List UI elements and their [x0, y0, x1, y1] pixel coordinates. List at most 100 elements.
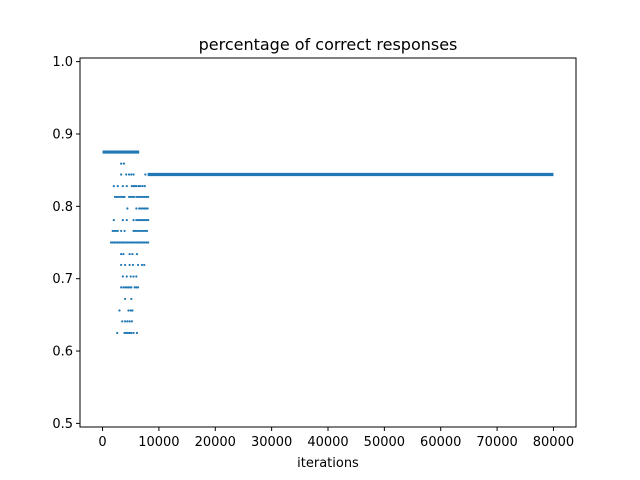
data-point — [128, 252, 131, 256]
data-point — [121, 241, 124, 244]
data-point — [130, 331, 133, 335]
data-point — [115, 195, 118, 199]
data-point — [138, 195, 141, 199]
data-point — [120, 173, 123, 176]
data-point — [144, 229, 147, 233]
x-tick-label: 50000 — [364, 435, 405, 450]
x-axis: 0 10000 20000 30000 40000 50000 60000 70000 8000… — [98, 427, 574, 450]
data-point — [113, 195, 117, 199]
x-tick-label: 0 — [98, 435, 106, 450]
data-point — [123, 297, 127, 301]
data-point — [125, 218, 128, 222]
data-point — [140, 195, 143, 199]
data-point — [136, 218, 140, 222]
data-point — [139, 229, 142, 233]
data-point — [143, 218, 146, 222]
data-point — [147, 195, 150, 199]
data-point — [123, 331, 126, 335]
x-tick-label: 40000 — [307, 435, 348, 450]
data-point — [142, 241, 145, 244]
data-point — [126, 331, 130, 335]
data-point — [129, 275, 132, 278]
data-point — [127, 195, 131, 199]
data-point — [132, 331, 135, 335]
data-point — [114, 241, 118, 244]
data-point — [135, 218, 138, 222]
data-point — [127, 286, 130, 289]
x-tick-label: 10000 — [138, 435, 179, 450]
y-tick-label: 0.5 — [52, 417, 73, 432]
data-point — [116, 331, 119, 335]
data-point — [145, 229, 149, 233]
y-axis: 0.5 0.6 0.7 0.8 0.9 1.0 — [52, 55, 80, 432]
data-point — [121, 275, 124, 278]
data-point — [123, 320, 127, 323]
data-point — [133, 184, 136, 188]
data-point — [122, 252, 125, 256]
data-point — [125, 275, 128, 278]
data-point — [109, 241, 113, 244]
data-point — [118, 241, 121, 244]
x-tick-label: 30000 — [251, 435, 292, 450]
data-point — [126, 207, 129, 210]
data-point — [130, 173, 133, 176]
data-point — [127, 173, 131, 176]
data-point — [147, 241, 150, 244]
data-point — [140, 229, 144, 233]
data-point — [121, 184, 124, 188]
data-point — [145, 195, 148, 199]
data-point — [128, 331, 131, 335]
data-point — [120, 286, 123, 289]
x-tick-label: 20000 — [195, 435, 236, 450]
data-point — [118, 195, 122, 199]
data-point — [126, 320, 129, 323]
data-point — [120, 162, 123, 165]
data-point — [135, 252, 139, 256]
data-point — [123, 195, 126, 199]
data-point — [135, 195, 138, 199]
data-point — [129, 309, 132, 312]
y-tick-label: 0.9 — [52, 127, 73, 142]
data-point — [132, 275, 135, 278]
data-point — [141, 184, 144, 188]
data-point — [143, 263, 146, 267]
data-point — [127, 309, 130, 312]
data-point — [131, 309, 134, 312]
data-point — [143, 207, 146, 210]
data-point — [138, 241, 141, 244]
data-point — [125, 184, 128, 188]
data-point — [137, 229, 140, 233]
data-point — [140, 241, 143, 244]
data-point — [113, 229, 116, 233]
data-point — [142, 218, 145, 222]
data-point — [136, 195, 140, 199]
data-point — [113, 241, 116, 244]
data-point — [132, 173, 135, 176]
data-point — [135, 184, 138, 188]
data-point — [123, 286, 127, 289]
data-point — [128, 320, 131, 323]
data-point — [121, 320, 124, 323]
data-point — [120, 195, 123, 199]
data-point — [126, 241, 130, 244]
data-point — [116, 184, 119, 188]
data-point — [135, 275, 138, 278]
data-point — [120, 241, 123, 244]
data-point — [133, 195, 136, 199]
data-point — [135, 229, 139, 233]
data-point — [131, 195, 134, 199]
data-point — [133, 241, 136, 244]
data-point — [145, 218, 148, 222]
data-point — [122, 162, 126, 165]
data-point — [145, 241, 148, 244]
data-point — [132, 218, 135, 222]
data-point — [139, 207, 142, 210]
data-point — [118, 309, 121, 312]
data-point — [120, 229, 123, 233]
data-point — [125, 241, 128, 244]
data-point — [130, 320, 133, 323]
data-point — [136, 286, 140, 289]
chart-title: percentage of correct responses — [199, 35, 458, 54]
data-point — [130, 286, 133, 289]
